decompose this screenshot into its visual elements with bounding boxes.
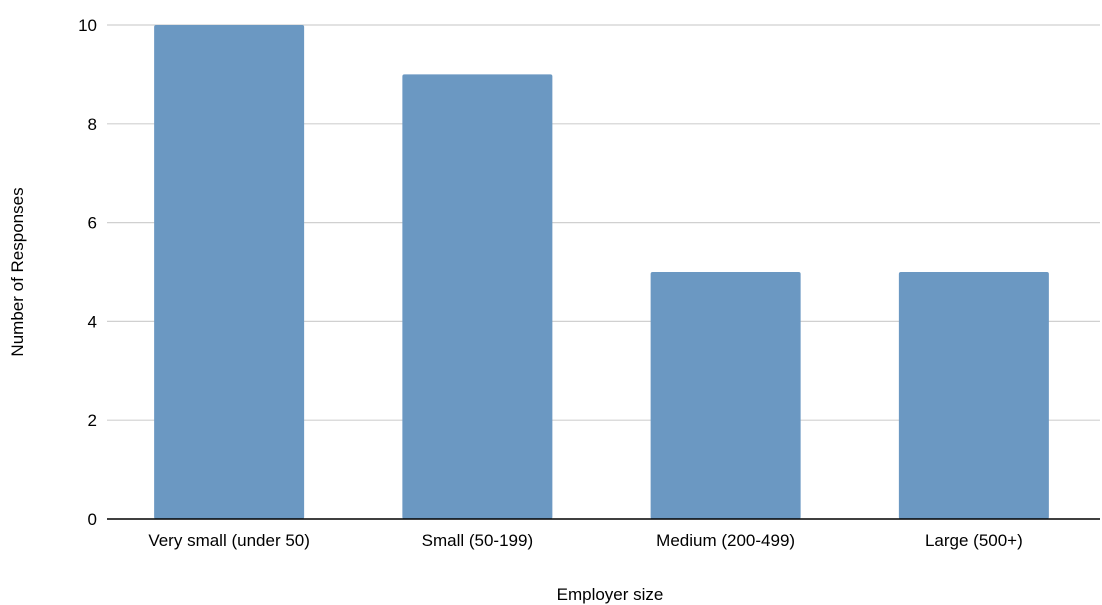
y-axis-title: Number of Responses	[8, 187, 27, 356]
x-axis-title: Employer size	[557, 585, 664, 604]
y-tick-labels: 0 2 4 6 8 10	[78, 16, 97, 529]
x-tick-label: Very small (under 50)	[148, 531, 310, 550]
x-tick-labels: Very small (under 50) Small (50-199) Mediu…	[148, 531, 1022, 550]
x-tick-label: Small (50-199)	[422, 531, 534, 550]
bars	[154, 25, 1049, 520]
y-tick-label: 10	[78, 16, 97, 35]
bar-4	[898, 272, 1049, 519]
x-tick-label: Medium (200-499)	[656, 531, 795, 550]
y-tick-label: 0	[88, 510, 97, 529]
bar-2	[402, 74, 553, 520]
bar-1	[154, 25, 305, 519]
y-tick-label: 4	[88, 312, 97, 331]
x-tick-label: Large (500+)	[925, 531, 1023, 550]
y-tick-label: 2	[88, 411, 97, 430]
y-tick-label: 8	[88, 115, 97, 134]
bar-3	[650, 272, 801, 519]
y-tick-label: 6	[88, 214, 97, 233]
